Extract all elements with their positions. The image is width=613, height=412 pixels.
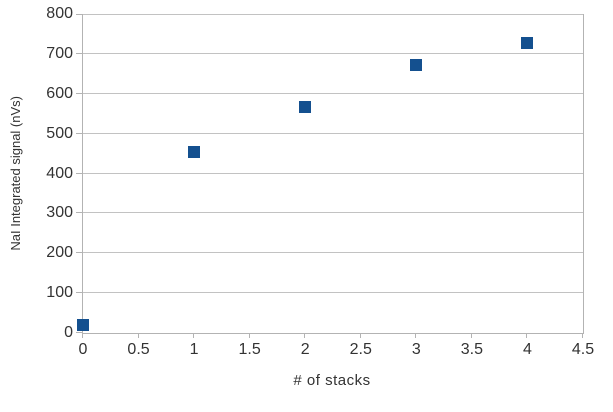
data-point-marker bbox=[188, 146, 201, 159]
y-tick-label: 800 bbox=[46, 5, 73, 22]
y-axis-tick bbox=[76, 52, 82, 54]
plot-area: 0 100 200 300 400 500 600 700 800 0 0.5 1 1.5 2 2.5 3 3.… bbox=[46, 5, 594, 358]
y-axis-tick bbox=[76, 332, 82, 333]
y-axis-tick bbox=[76, 132, 82, 134]
y-tick-label: 0 bbox=[64, 324, 73, 341]
y-tick-label: 700 bbox=[46, 44, 73, 62]
y-axis-tick bbox=[76, 292, 82, 294]
y-tick-label: 200 bbox=[46, 244, 73, 262]
x-tick-label: 2 bbox=[300, 341, 310, 358]
y-tick-label: 500 bbox=[46, 124, 73, 142]
y-tick-label: 300 bbox=[46, 204, 73, 222]
y-gridline bbox=[83, 14, 583, 15]
x-axis-tick bbox=[137, 333, 139, 338]
data-point-marker bbox=[410, 59, 423, 72]
x-axis-tick bbox=[415, 333, 417, 338]
y-axis-title: NaI Integrated signal (nVs) bbox=[2, 14, 28, 333]
y-gridline bbox=[83, 172, 583, 174]
y-axis-tick bbox=[76, 212, 82, 214]
x-tick-label: 0 bbox=[78, 341, 88, 358]
y-axis-tick bbox=[76, 92, 82, 94]
x-tick-label: 1 bbox=[189, 341, 199, 358]
x-axis-tick bbox=[304, 333, 306, 338]
y-gridline bbox=[83, 292, 583, 294]
x-tick-label: 1.5 bbox=[238, 341, 261, 358]
x-axis-tick bbox=[359, 333, 361, 338]
x-axis-tick bbox=[82, 333, 83, 338]
y-axis-tick bbox=[76, 14, 82, 15]
x-axis-tick bbox=[470, 333, 472, 338]
y-tick-label: 100 bbox=[46, 284, 73, 302]
y-tick-label: 400 bbox=[46, 164, 73, 182]
y-gridline bbox=[83, 212, 583, 214]
data-point-marker bbox=[77, 319, 89, 332]
y-axis-tick bbox=[76, 172, 82, 174]
x-axis-tick bbox=[193, 333, 195, 338]
x-axis-tick bbox=[582, 333, 583, 338]
y-gridline bbox=[83, 52, 583, 54]
x-tick-label: 4 bbox=[522, 341, 532, 358]
x-tick-label: 3.5 bbox=[460, 341, 483, 358]
x-tick-label: 2.5 bbox=[349, 341, 372, 358]
data-point-marker bbox=[521, 37, 534, 50]
x-tick-label: 3 bbox=[411, 341, 421, 358]
y-gridline bbox=[83, 92, 583, 94]
x-tick-label: 4.5 bbox=[571, 341, 595, 358]
data-point-marker bbox=[299, 100, 312, 113]
x-tick-label: 0.5 bbox=[127, 341, 150, 358]
y-axis-title-text: NaI Integrated signal (nVs) bbox=[7, 96, 23, 251]
y-tick-label: 600 bbox=[46, 84, 73, 102]
x-axis-tick bbox=[248, 333, 250, 338]
y-gridline bbox=[83, 252, 583, 254]
x-axis-tick bbox=[526, 333, 528, 338]
x-axis-title: # of stacks bbox=[293, 372, 371, 389]
y-gridline bbox=[83, 132, 583, 134]
y-axis-tick bbox=[76, 252, 82, 254]
